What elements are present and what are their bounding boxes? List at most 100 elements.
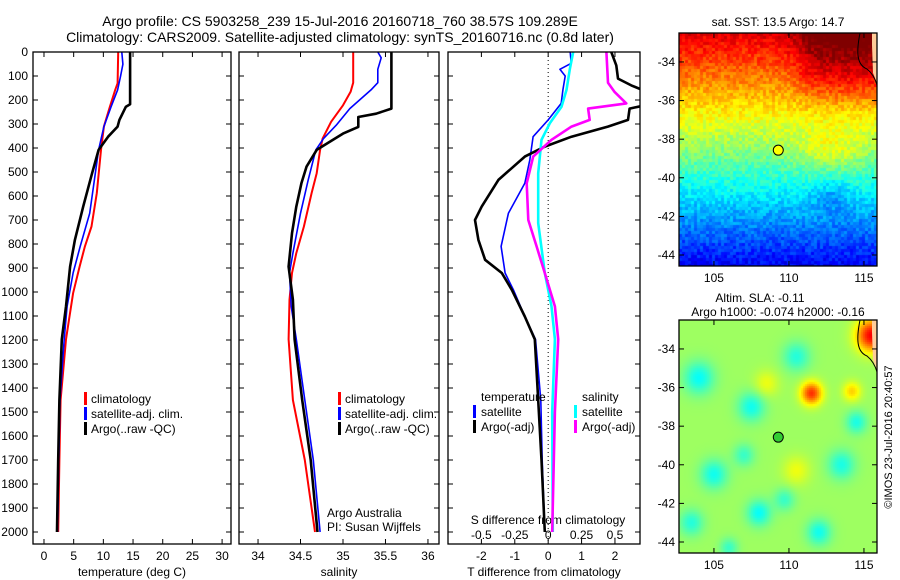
map-lon-label: 110	[779, 558, 798, 572]
credit-text: ©IMOS 23-Jul-2016 20:40:57	[883, 365, 895, 508]
x-tick-label: 20	[156, 549, 170, 563]
legend-swatch	[338, 407, 341, 420]
legend-swatch	[84, 392, 87, 405]
map-lat-label: -44	[658, 535, 676, 549]
depth-tick-label: 0	[21, 45, 28, 59]
legend-swatch	[574, 420, 577, 433]
legend-swatch	[338, 422, 341, 435]
depth-tick-label: 1400	[1, 381, 28, 395]
x-tick-label: 15	[126, 549, 140, 563]
depth-tick-label: 1600	[1, 429, 28, 443]
legend-entry: Argo(..raw -QC)	[345, 422, 430, 436]
x-tick-label: 1	[578, 549, 585, 563]
depth-tick-label: 600	[8, 189, 28, 203]
map-lat-label: -34	[658, 55, 676, 69]
panel-border	[32, 51, 232, 545]
annotation-text: PI: Susan Wijffels	[327, 520, 421, 534]
legend-entry: climatology	[345, 392, 405, 406]
depth-tick-label: 800	[8, 237, 28, 251]
x-tick-label: 34.5	[289, 549, 313, 563]
x-tick-label: 34	[251, 549, 265, 563]
depth-tick-label: 1900	[1, 501, 28, 515]
depth-tick-label: 1700	[1, 453, 28, 467]
depth-tick-label: 1300	[1, 357, 28, 371]
legend-entry: Argo(..raw -QC)	[91, 422, 176, 436]
figure-title-line2: Climatology: CARS2009. Satellite-adjuste…	[66, 29, 614, 45]
x-axis-label: salinity	[321, 565, 358, 579]
map-lon-label: 110	[779, 271, 798, 285]
x-tick-label: 36	[421, 549, 435, 563]
map-border	[678, 319, 878, 554]
x-tick-label: 25	[186, 549, 200, 563]
legend-swatch	[338, 392, 341, 405]
argo-location-marker	[772, 144, 784, 156]
series-line-t-argo-adj-	[473, 52, 640, 533]
series-line-climatology	[57, 52, 120, 533]
x-axis-label: T difference from climatology	[467, 565, 621, 579]
panel-border	[447, 51, 641, 545]
sla-map-title-line2: Argo h1000: -0.074 h2000: -0.16	[691, 305, 865, 319]
map-lat-label: -36	[658, 94, 676, 108]
depth-tick-label: 1100	[2, 309, 28, 323]
map-lat-label: -40	[658, 458, 676, 472]
legend-swatch	[84, 422, 87, 435]
series-line-climatology	[287, 52, 355, 533]
legend-entry: climatology	[91, 392, 151, 406]
depth-tick-label: 2000	[1, 525, 28, 539]
legend-header-salinity: salinity	[582, 390, 619, 404]
series-line-s-satellite	[536, 52, 575, 533]
legend-entry: satellite-adj. clim.	[91, 407, 183, 421]
depth-tick-label: 100	[8, 69, 28, 83]
secondary-tick-label: -0.5	[471, 528, 492, 542]
coastline-contour	[857, 319, 878, 373]
map-lon-label: 105	[704, 558, 724, 572]
legend-entry: satellite	[481, 405, 522, 419]
depth-tick-label: 300	[8, 117, 28, 131]
x-tick-label: 10	[97, 549, 111, 563]
x-tick-label: 35.5	[374, 549, 398, 563]
series-line-satellite-adj-clim-	[288, 52, 383, 533]
depth-tick-label: 700	[8, 213, 28, 227]
series-line-satellite-adj-clim-	[56, 52, 124, 533]
legend-header-temperature: temperature	[481, 390, 546, 404]
secondary-axis-label: S difference from climatology	[471, 513, 626, 527]
legend-entry: Argo(-adj)	[481, 420, 534, 434]
depth-tick-label: 200	[8, 93, 28, 107]
sst-map-title: sat. SST: 13.5 Argo: 14.7	[712, 15, 845, 29]
difference-panel: -2 -1 0 1 2 T difference from climatology -0.5…	[447, 51, 641, 579]
legend-entry: satellite-adj. clim.	[345, 407, 437, 421]
map-lon-label: 115	[854, 271, 873, 285]
annotation-text: Argo Australia	[327, 506, 402, 520]
legend-entry: satellite	[582, 405, 623, 419]
map-lat-label: -34	[658, 342, 676, 356]
argo-location-marker	[772, 431, 784, 443]
map-lat-label: -42	[658, 209, 676, 223]
secondary-tick-label: 0.25	[570, 528, 594, 542]
depth-tick-label: 900	[8, 261, 28, 275]
map-lat-label: -38	[658, 419, 676, 433]
figure-title-line1: Argo profile: CS 5903258_239 15-Jul-2016…	[102, 13, 578, 29]
x-tick-label: 2	[612, 549, 619, 563]
x-tick-label: 0	[41, 549, 48, 563]
x-axis-label: temperature (deg C)	[78, 565, 186, 579]
x-tick-label: -2	[476, 549, 487, 563]
series-line-s-argo-adj-	[525, 52, 628, 533]
panel-border	[238, 51, 440, 545]
land-shape	[872, 33, 877, 83]
series-line-argo-raw-qc-	[287, 52, 393, 533]
temperature-panel: 0 5 10 15 20 25 300100200300400500600700800900…	[1, 45, 232, 579]
legend-swatch	[473, 405, 476, 418]
x-tick-label: 35	[336, 549, 350, 563]
coastline-contour	[857, 32, 878, 86]
map-border	[678, 32, 878, 267]
map-lon-label: 115	[854, 558, 873, 572]
map-lat-label: -42	[658, 496, 676, 510]
sla-map-title-line1: Altim. SLA: -0.11	[715, 291, 804, 305]
map-lon-label: 105	[704, 271, 724, 285]
x-tick-label: 5	[70, 549, 77, 563]
depth-tick-label: 1800	[1, 477, 28, 491]
secondary-tick-label: 0	[545, 528, 552, 542]
series-line-argo-raw-qc-	[55, 52, 132, 533]
